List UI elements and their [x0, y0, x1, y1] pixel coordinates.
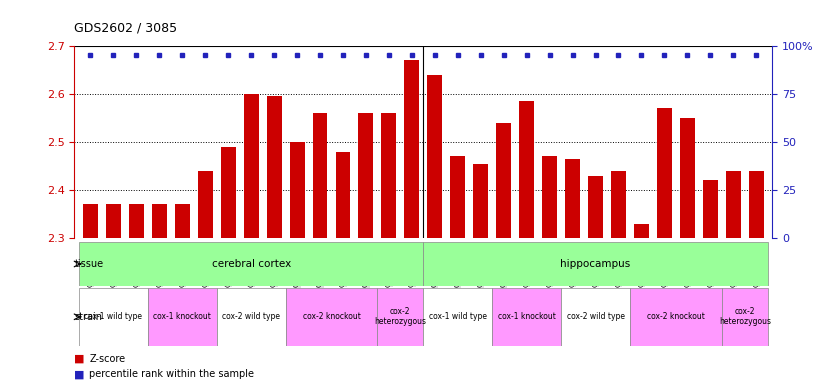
Bar — [312, 113, 327, 384]
Bar — [542, 157, 557, 384]
Bar — [427, 75, 442, 384]
Bar — [722, 288, 767, 346]
Bar — [152, 205, 167, 384]
Bar — [286, 288, 377, 346]
Bar — [496, 123, 511, 384]
Text: cerebral cortex: cerebral cortex — [211, 259, 291, 269]
Text: cox-2 knockout: cox-2 knockout — [647, 312, 705, 321]
Bar — [520, 101, 534, 384]
Bar — [611, 171, 626, 384]
Text: ■: ■ — [74, 369, 85, 379]
Bar — [473, 164, 488, 384]
Bar — [216, 288, 286, 346]
Bar — [680, 118, 695, 384]
Text: strain: strain — [75, 312, 102, 322]
Bar — [175, 205, 190, 384]
Bar — [492, 288, 561, 346]
Bar — [377, 288, 423, 346]
Bar — [106, 205, 121, 384]
Bar — [197, 171, 212, 384]
Text: cox-1 knockout: cox-1 knockout — [498, 312, 556, 321]
Bar — [148, 288, 216, 346]
Bar — [703, 180, 718, 384]
Text: percentile rank within the sample: percentile rank within the sample — [89, 369, 254, 379]
Bar — [588, 176, 603, 384]
Bar — [424, 288, 492, 346]
Text: Z-score: Z-score — [89, 354, 126, 364]
Bar — [382, 113, 396, 384]
Bar — [561, 288, 630, 346]
Text: cox-1 knockout: cox-1 knockout — [154, 312, 211, 321]
Bar — [565, 159, 580, 384]
Bar — [83, 205, 97, 384]
Bar — [657, 109, 672, 384]
Bar — [726, 171, 741, 384]
Bar — [79, 242, 423, 286]
Text: tissue: tissue — [75, 259, 104, 269]
Bar — [290, 142, 305, 384]
Bar — [424, 242, 767, 286]
Text: cox-2 knockout: cox-2 knockout — [302, 312, 360, 321]
Text: cox-2
heterozygous: cox-2 heterozygous — [374, 307, 426, 326]
Text: hippocampus: hippocampus — [560, 259, 630, 269]
Bar — [129, 205, 144, 384]
Bar — [267, 96, 282, 384]
Text: cox-2
heterozygous: cox-2 heterozygous — [719, 307, 771, 326]
Text: cox-1 wild type: cox-1 wild type — [84, 312, 142, 321]
Bar — [79, 288, 148, 346]
Bar — [749, 171, 764, 384]
Bar — [358, 113, 373, 384]
Text: cox-2 wild type: cox-2 wild type — [567, 312, 624, 321]
Bar — [244, 94, 259, 384]
Text: cox-2 wild type: cox-2 wild type — [222, 312, 280, 321]
Text: ■: ■ — [74, 354, 85, 364]
Bar — [221, 147, 235, 384]
Bar — [634, 224, 649, 384]
Bar — [630, 288, 722, 346]
Text: cox-1 wild type: cox-1 wild type — [429, 312, 487, 321]
Bar — [405, 61, 420, 384]
Bar — [335, 152, 350, 384]
Text: GDS2602 / 3085: GDS2602 / 3085 — [74, 22, 178, 35]
Bar — [450, 157, 465, 384]
